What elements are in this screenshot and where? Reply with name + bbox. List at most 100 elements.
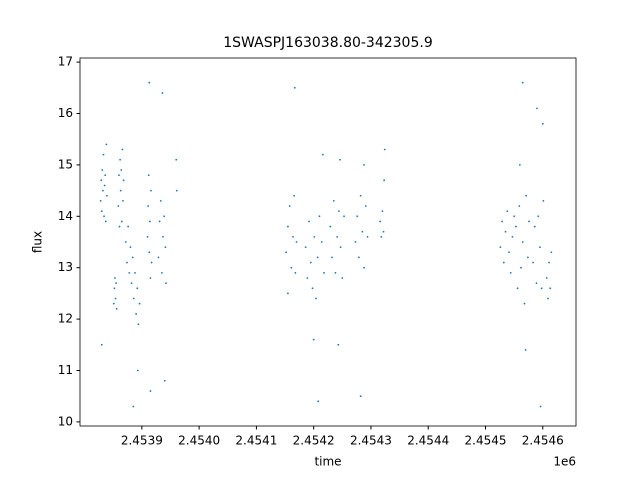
data-point	[499, 246, 502, 249]
data-point	[105, 143, 108, 146]
data-point	[131, 256, 134, 259]
data-point	[294, 271, 297, 274]
data-point	[535, 282, 538, 285]
data-point	[311, 287, 314, 290]
data-point	[114, 277, 116, 279]
data-point	[334, 271, 337, 274]
data-point	[547, 297, 549, 300]
data-point	[103, 215, 105, 218]
data-point	[359, 194, 362, 197]
data-point	[506, 210, 509, 213]
y-tick-label: 16	[58, 106, 73, 120]
data-point	[521, 81, 524, 84]
x-tick-label: 2.4542	[293, 434, 335, 448]
data-point	[150, 189, 152, 192]
data-point	[147, 174, 150, 177]
data-point	[361, 230, 364, 233]
data-point	[312, 338, 315, 341]
data-point	[356, 215, 359, 218]
data-point	[520, 266, 522, 269]
data-point	[528, 220, 530, 223]
data-point	[380, 235, 383, 238]
data-point	[164, 246, 167, 249]
data-point	[539, 405, 542, 408]
data-point	[354, 241, 357, 243]
data-point	[359, 395, 362, 398]
data-point	[316, 256, 319, 259]
data-point	[119, 189, 122, 192]
data-point	[165, 282, 167, 285]
data-point	[339, 158, 341, 161]
data-point	[536, 107, 538, 110]
data-point	[308, 220, 310, 223]
data-point	[137, 323, 140, 326]
data-point	[175, 189, 178, 192]
data-point	[317, 400, 320, 403]
data-point	[132, 405, 135, 408]
data-point	[134, 271, 136, 274]
data-point	[118, 174, 120, 177]
data-point	[120, 169, 123, 171]
data-point	[146, 235, 149, 238]
y-tick-label: 10	[58, 414, 73, 428]
y-tick-label: 17	[58, 55, 73, 69]
data-point	[175, 158, 178, 161]
x-tick-label: 2.4543	[350, 434, 392, 448]
data-point	[290, 266, 293, 269]
data-point	[537, 215, 540, 218]
data-point	[548, 261, 550, 264]
data-point	[122, 179, 125, 182]
y-axis-label: flux	[31, 231, 45, 253]
data-point	[106, 194, 108, 197]
data-point	[100, 343, 103, 346]
data-point	[150, 261, 153, 264]
data-point	[102, 153, 105, 156]
data-point	[524, 349, 527, 351]
data-point	[163, 379, 166, 382]
data-point	[315, 297, 317, 300]
data-point	[115, 282, 117, 285]
data-point	[313, 235, 316, 238]
data-point	[100, 179, 103, 182]
data-point	[104, 174, 107, 177]
data-point	[287, 225, 289, 228]
data-point	[100, 210, 103, 213]
data-point	[138, 302, 141, 305]
data-point	[501, 220, 504, 223]
data-point	[379, 220, 382, 223]
data-point	[321, 153, 324, 156]
x-tick-label: 2.4541	[235, 434, 277, 448]
data-point	[288, 205, 291, 207]
data-point	[306, 277, 309, 279]
data-point	[550, 251, 553, 254]
chart-title: 1SWASPJ163038.80-342305.9	[223, 35, 432, 51]
data-point	[363, 164, 365, 166]
data-point	[516, 287, 519, 290]
y-tick-label: 14	[58, 209, 73, 223]
data-point	[135, 313, 138, 315]
data-point	[293, 86, 296, 89]
data-point	[382, 230, 385, 233]
data-point	[99, 199, 102, 202]
data-point	[162, 235, 164, 238]
data-point	[292, 235, 294, 238]
data-point	[511, 235, 514, 238]
data-point	[293, 194, 296, 197]
y-tick-label: 15	[58, 157, 73, 171]
data-point	[383, 179, 386, 182]
data-point	[332, 199, 335, 202]
y-tick-label: 11	[58, 363, 73, 377]
x-tick-label: 2.4540	[178, 434, 220, 448]
data-point	[337, 343, 340, 346]
data-point	[323, 271, 325, 274]
data-point	[148, 251, 151, 254]
data-point	[549, 287, 552, 290]
data-point	[383, 148, 386, 151]
data-point	[521, 241, 524, 243]
data-point	[114, 297, 117, 300]
data-point	[343, 215, 345, 218]
data-point	[304, 246, 307, 249]
data-point	[148, 220, 151, 223]
data-point	[336, 235, 339, 238]
